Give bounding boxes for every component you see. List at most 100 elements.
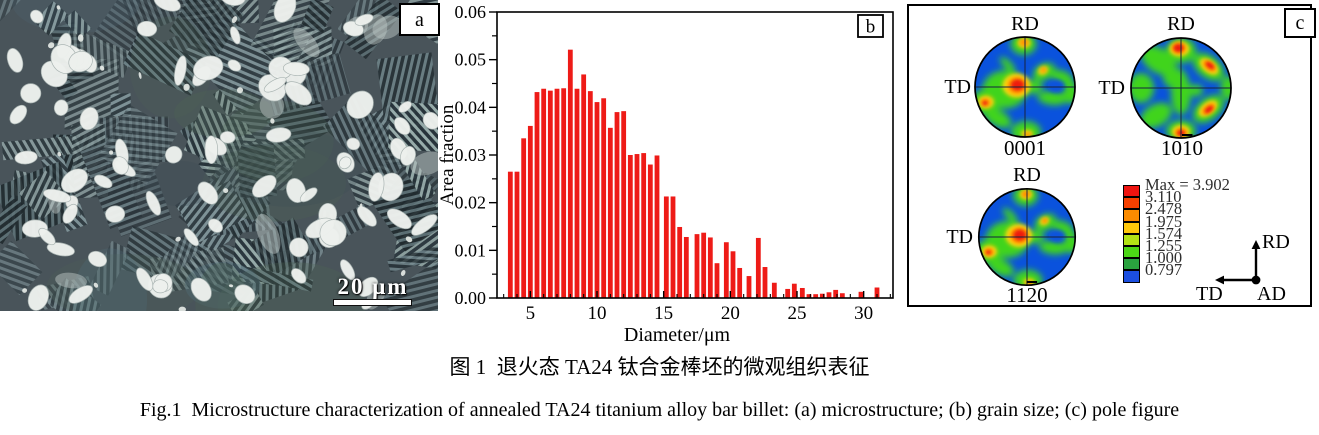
histogram-bar	[755, 237, 761, 298]
histogram-bar	[641, 153, 647, 298]
histogram-bar	[839, 293, 845, 298]
panel-c-pole-figures: RD TD 0001 RD TD 1010 RD TD 1120 Max = 3…	[907, 4, 1316, 307]
svg-text:0.04: 0.04	[455, 97, 487, 117]
histogram-bar	[614, 112, 620, 298]
scale-bar-line	[333, 299, 412, 306]
pole-figure-0001	[974, 36, 1076, 138]
td-arrowhead-icon	[1215, 275, 1224, 285]
histogram-bar	[587, 91, 593, 298]
pf1-td-label: TD	[944, 76, 971, 98]
svg-text:0.05: 0.05	[455, 50, 487, 70]
histogram-bar	[654, 155, 660, 298]
alpha-phase-particles	[6, 0, 438, 311]
histogram-bar	[737, 267, 743, 298]
histogram-bar	[627, 155, 633, 298]
svg-text:30: 30	[854, 303, 873, 324]
histogram-bar	[594, 102, 600, 298]
svg-text:5: 5	[526, 303, 536, 324]
histogram-bar	[581, 74, 587, 298]
panel-label-c: c	[1284, 8, 1316, 38]
svg-text:10: 10	[588, 303, 607, 324]
histogram-bar	[707, 237, 713, 298]
histogram-bar	[819, 293, 825, 298]
legend-swatch	[1123, 197, 1140, 210]
histogram-bar	[670, 196, 676, 298]
histogram-bar	[701, 232, 707, 298]
histogram-bar	[799, 287, 805, 298]
caption-chinese: 图 1 退火态 TA24 钛合金棒坯的微观组织表征	[449, 355, 870, 379]
histogram-bar	[547, 90, 553, 299]
svg-text:20: 20	[721, 303, 740, 324]
legend-label: 3.110	[1145, 187, 1182, 207]
scale-bar-label: 20 μm	[337, 274, 409, 299]
pf2-miller-label: 1010	[1161, 136, 1203, 160]
histogram-bar	[714, 263, 720, 298]
x-axis-title: Diameter/μm	[624, 324, 731, 346]
legend-label: 1.574	[1145, 223, 1183, 243]
legend-swatch	[1123, 209, 1140, 222]
histogram-bar	[874, 287, 880, 298]
legend-swatch	[1123, 246, 1140, 259]
pf1-miller-label: 0001	[1004, 136, 1046, 160]
legend-label: 2.478	[1145, 199, 1183, 219]
pole-figure-color-legend: Max = 3.902 3.110 2.478 1.975 1.574 1.255 1.00…	[1123, 176, 1283, 285]
pole-figure-1120	[977, 187, 1077, 287]
pf2-td-label: TD	[1098, 77, 1125, 99]
histogram-bar	[771, 282, 777, 298]
ad-origin-dot-icon	[1251, 275, 1261, 285]
micrograph-image	[0, 0, 438, 311]
svg-text:0.01: 0.01	[455, 240, 487, 260]
histogram-bar	[826, 292, 832, 298]
legend-label: 1.975	[1145, 211, 1183, 231]
histogram-bar	[507, 171, 513, 298]
histogram-bar	[723, 242, 729, 298]
histogram-bar	[534, 92, 540, 298]
histogram-bars	[507, 49, 880, 299]
histogram-bar	[567, 49, 573, 298]
histogram-bar	[574, 88, 580, 299]
histogram-bar	[858, 291, 864, 298]
histogram-bar	[791, 283, 797, 298]
histogram-bar	[561, 88, 567, 299]
histogram-bar	[541, 88, 547, 299]
caption-english: Fig.1 Microstructure characterization of…	[139, 399, 1180, 421]
direction-axes-icon	[1215, 240, 1261, 285]
histogram-bar	[554, 88, 560, 299]
pf3-td-label: TD	[946, 226, 973, 248]
legend-label: 1.255	[1145, 236, 1183, 255]
pf3-rd-label: RD	[1013, 164, 1041, 186]
x-axis: 5 10 15 20 25 30	[503, 291, 891, 324]
y-axis: 0.00 0.01 0.02 0.03 0.04 0.05 0.06	[455, 2, 497, 308]
svg-text:0.02: 0.02	[455, 193, 487, 213]
histogram-bar	[621, 111, 627, 299]
pole-figure-1010	[1130, 37, 1232, 139]
histogram-bar	[833, 289, 839, 298]
histogram-bar	[806, 294, 812, 298]
histogram-bar	[527, 125, 533, 298]
histogram-bar	[730, 251, 736, 298]
histogram-bar	[634, 154, 640, 298]
svg-text:0.00: 0.00	[455, 288, 487, 308]
pf2-rd-label: RD	[1167, 13, 1195, 35]
legend-label: 0.797	[1145, 260, 1183, 280]
histogram-bar	[521, 138, 527, 298]
svg-text:0.03: 0.03	[455, 145, 487, 165]
y-axis-title: Area fraction	[437, 104, 458, 205]
histogram-bar	[683, 236, 689, 298]
panel-label-a: a	[399, 3, 440, 36]
rd-arrowhead-icon	[1251, 240, 1261, 249]
histogram-bar	[677, 226, 683, 298]
legend-swatch	[1123, 258, 1140, 271]
histogram-bar	[601, 98, 607, 298]
axes-ad-label: AD	[1257, 283, 1286, 305]
svg-text:25: 25	[788, 303, 807, 324]
histogram-bar	[694, 234, 700, 298]
legend-swatch	[1123, 185, 1140, 198]
panel-a-micrograph: 20 μm a	[0, 0, 440, 311]
svg-text:15: 15	[654, 303, 673, 324]
histogram-bar	[813, 294, 819, 298]
legend-swatch	[1123, 233, 1140, 246]
histogram-bar	[647, 164, 653, 298]
axes-td-label: TD	[1196, 283, 1223, 305]
